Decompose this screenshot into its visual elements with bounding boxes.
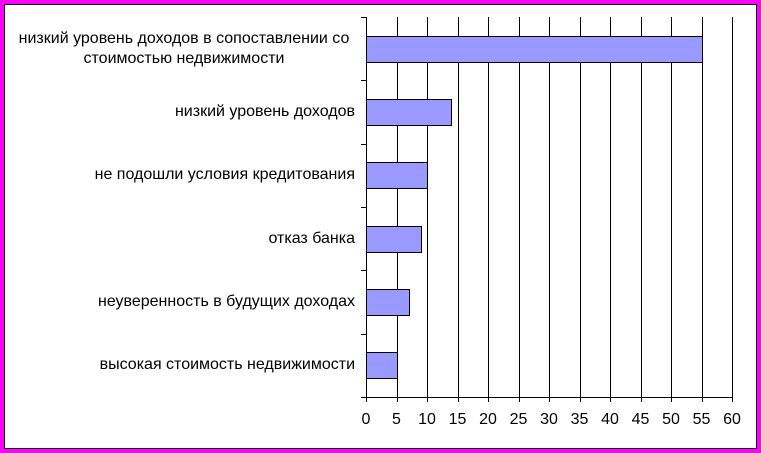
bar-3: [366, 162, 428, 189]
x-tick-label: 15: [448, 411, 467, 428]
bar-6: [366, 352, 398, 379]
x-tick-label: 5: [392, 411, 401, 428]
x-tick-label: 20: [479, 411, 497, 428]
x-tick-label: 40: [601, 411, 619, 428]
x-tick-label: 0: [361, 411, 371, 428]
bar-4: [366, 226, 422, 253]
category-label: не подошли условия кредитования: [94, 166, 355, 184]
x-tick-label: 60: [723, 411, 741, 428]
x-tick-label: 55: [692, 411, 711, 428]
x-tick-label: 45: [631, 411, 650, 428]
x-tick-label: 10: [418, 411, 436, 428]
x-tick-label: 30: [540, 411, 558, 428]
bar-2: [366, 99, 452, 126]
category-label: низкий уровень доходов в сопоставлении с…: [18, 29, 350, 67]
category-label: высокая стоимость недвижимости: [99, 356, 355, 374]
x-tick-label: 50: [662, 411, 680, 428]
category-label: низкий уровень доходов: [174, 103, 355, 120]
x-tick-label: 25: [509, 411, 528, 428]
bar-1: [366, 36, 703, 63]
category-label: отказ банка: [268, 229, 355, 247]
bar-5: [366, 289, 410, 316]
x-tick-label: 35: [570, 411, 589, 428]
category-label: неуверенность в будущих доходах: [97, 293, 355, 310]
